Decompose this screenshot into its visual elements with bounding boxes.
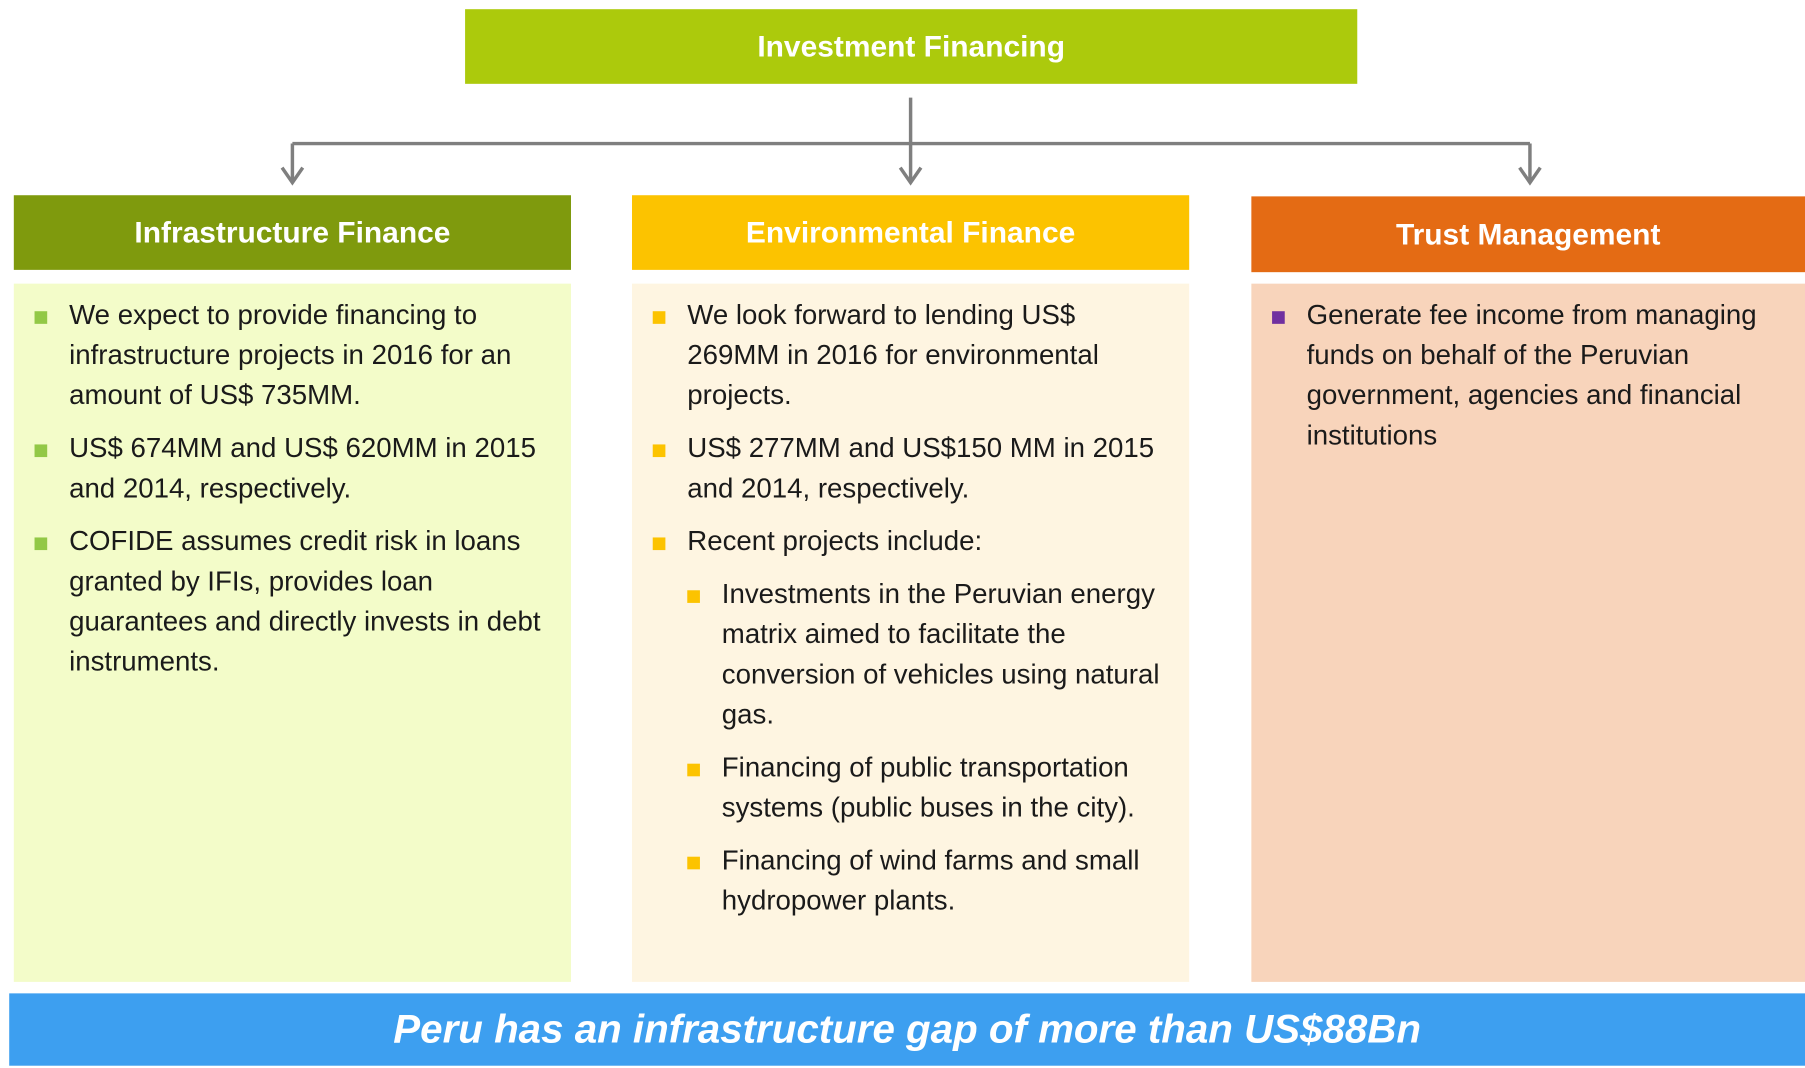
bullet-item: Recent projects include: Investments in t… <box>652 521 1173 921</box>
bullet-text: We look forward to lending US$ 269MM in … <box>687 299 1099 412</box>
bullet-item: COFIDE assumes credit risk in loans gran… <box>34 521 555 682</box>
bullet-text: US$ 674MM and US$ 620MM in 2015 and 2014… <box>69 432 536 505</box>
branch-header: Infrastructure Finance <box>13 195 571 270</box>
bullet-list: We look forward to lending US$ 269MM in … <box>652 295 1173 921</box>
bullet-item: We look forward to lending US$ 269MM in … <box>652 295 1173 416</box>
bullet-text: We expect to provide financing to infras… <box>69 299 512 412</box>
branch-body: Generate fee income from managing funds … <box>1251 283 1805 982</box>
bullet-item: We expect to provide financing to infras… <box>34 295 555 416</box>
footer-banner: Peru has an infrastructure gap of more t… <box>9 993 1805 1066</box>
connectors <box>280 97 1542 186</box>
bullet-text: COFIDE assumes credit risk in loans gran… <box>69 525 541 678</box>
bullet-item: Generate fee income from managing funds … <box>1272 295 1789 456</box>
branch-body: We expect to provide financing to infras… <box>13 283 571 982</box>
bullet-list: We expect to provide financing to infras… <box>34 295 555 682</box>
bullet-text: US$ 277MM and US$150 MM in 2015 and 2014… <box>687 432 1155 505</box>
branch-body: We look forward to lending US$ 269MM in … <box>632 283 1190 982</box>
sub-list: Investments in the Peruvian energy matri… <box>687 574 1173 921</box>
bullet-item: US$ 277MM and US$150 MM in 2015 and 2014… <box>652 428 1173 508</box>
bullet-text: Generate fee income from managing funds … <box>1306 299 1757 452</box>
sub-bullet-item: Financing of wind farms and small hydrop… <box>687 841 1173 921</box>
root-box: Investment Financing <box>465 9 1358 84</box>
bullet-item: US$ 674MM and US$ 620MM in 2015 and 2014… <box>34 428 555 508</box>
branch-header: Trust Management <box>1251 196 1805 273</box>
sub-bullet-item: Investments in the Peruvian energy matri… <box>687 574 1173 735</box>
bullet-text: Recent projects include: <box>687 525 983 557</box>
bullet-list: Generate fee income from managing funds … <box>1272 295 1789 456</box>
branch-header: Environmental Finance <box>632 195 1190 270</box>
sub-bullet-item: Financing of public transportation syste… <box>687 748 1173 828</box>
